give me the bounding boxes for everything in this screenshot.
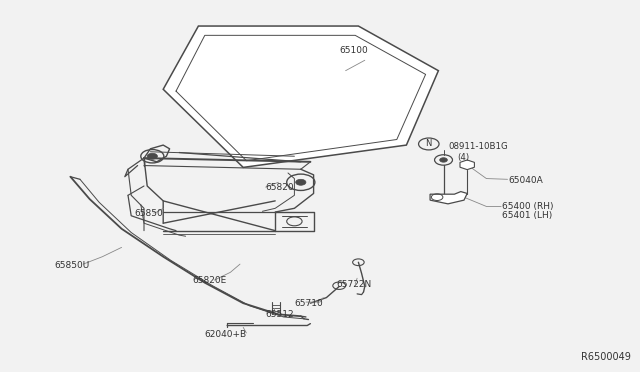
Text: 65820E: 65820E [192, 276, 227, 285]
Text: 65820: 65820 [266, 183, 294, 192]
Circle shape [440, 158, 447, 162]
Text: 08911-10B1G: 08911-10B1G [448, 142, 508, 151]
Text: 65512: 65512 [266, 310, 294, 319]
Text: R6500049: R6500049 [580, 352, 630, 362]
Text: 65100: 65100 [339, 46, 368, 55]
Text: 62040+B: 62040+B [205, 330, 247, 339]
Circle shape [147, 153, 157, 159]
Text: 65710: 65710 [294, 299, 323, 308]
Polygon shape [460, 160, 474, 170]
Text: (4): (4) [458, 153, 470, 162]
Text: 65400 (RH): 65400 (RH) [502, 202, 554, 211]
Circle shape [296, 179, 306, 185]
Polygon shape [163, 26, 438, 167]
Text: 65401 (LH): 65401 (LH) [502, 211, 553, 220]
Polygon shape [430, 192, 467, 204]
Text: 65722N: 65722N [336, 280, 371, 289]
Text: 65850U: 65850U [54, 262, 90, 270]
Text: 65040A: 65040A [509, 176, 543, 185]
Text: 65850: 65850 [134, 209, 163, 218]
Text: N: N [426, 140, 432, 148]
